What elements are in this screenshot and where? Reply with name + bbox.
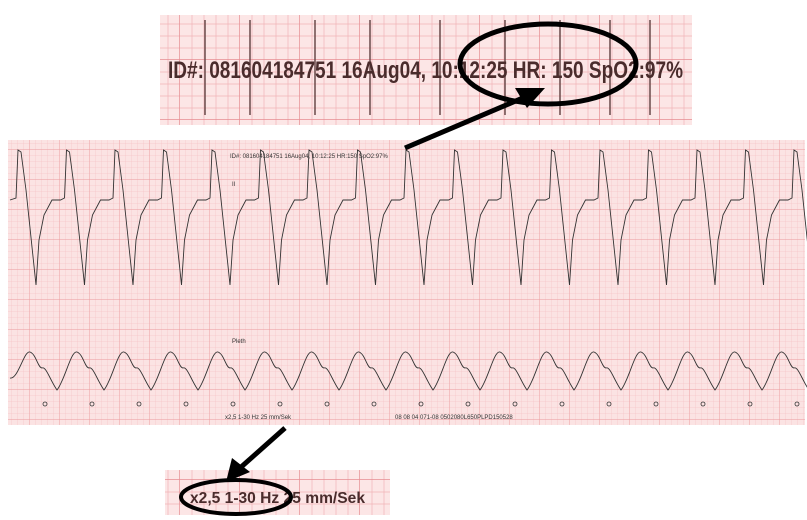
strip-footer-left: x2,5 1-30 Hz 25 mm/Sek bbox=[225, 415, 292, 421]
lead-label: II bbox=[232, 182, 236, 188]
bottom-zoom-text: x2,5 1-30 Hz 25 mm/Sek bbox=[190, 490, 365, 507]
strip-footer-right: 08 08 04 071-08 0502080L650PLPD150528 bbox=[395, 415, 513, 421]
page: ID#: 081604184751 16Aug04, 10:12:25 HR: … bbox=[0, 0, 807, 520]
top-zoom-text: ID#: 081604184751 16Aug04, 10:12:25 HR: … bbox=[168, 57, 683, 84]
pleth-label: Pleth bbox=[232, 339, 246, 345]
figure: ID#: 081604184751 16Aug04, 10:12:25 HR: … bbox=[0, 0, 807, 520]
main-strip bbox=[8, 140, 805, 425]
strip-header: ID#: 081604184751 16Aug04, 10:12:25 HR:1… bbox=[230, 154, 388, 160]
arrow-line bbox=[240, 428, 285, 468]
